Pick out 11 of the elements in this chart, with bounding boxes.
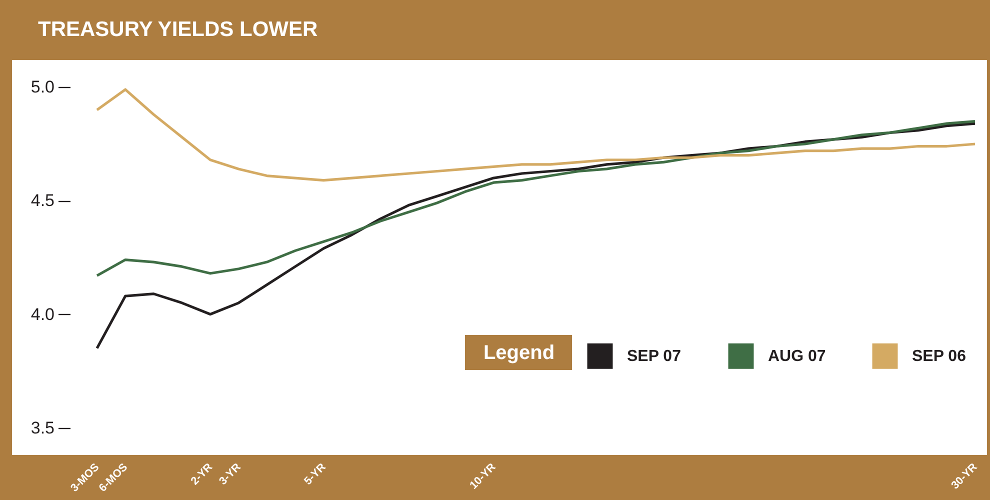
line-series: [96, 120, 976, 277]
y-tick-label: 5.0: [30, 78, 54, 97]
line-series: [96, 88, 976, 182]
y-tick-label: 4.0: [30, 304, 54, 324]
legend-label: SEP 07: [627, 348, 682, 366]
legend-label: AUG 07: [768, 348, 826, 366]
legend-title: Legend: [483, 342, 555, 364]
y-tick-label: 3.5: [30, 418, 54, 438]
legend-label: SEP 06: [912, 348, 966, 366]
chart-title: TREASURY YIELDS LOWER: [38, 18, 318, 41]
y-tick-label: 4.5: [30, 191, 54, 210]
